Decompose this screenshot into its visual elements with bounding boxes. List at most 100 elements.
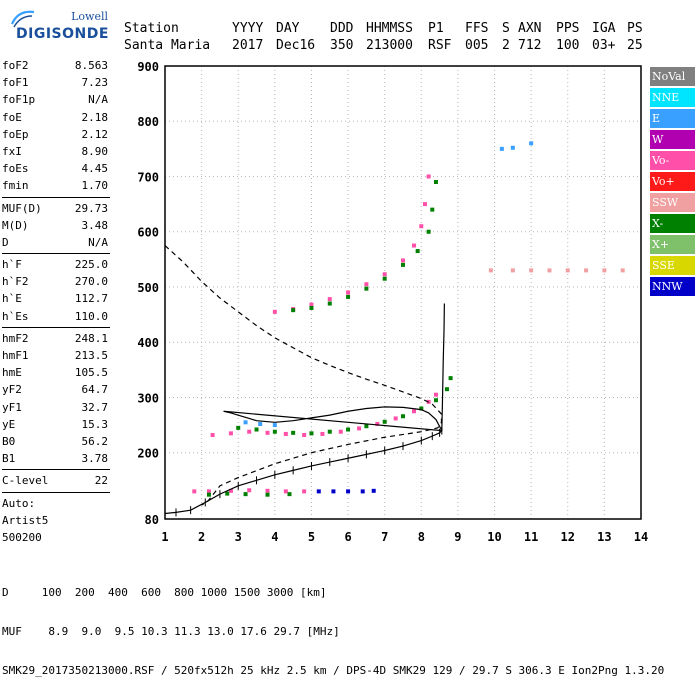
param-value: 3.78 bbox=[81, 452, 109, 466]
header-row2-col-7: 2 bbox=[502, 38, 510, 53]
echo-point-vo bbox=[338, 429, 343, 434]
echo-point-vo bbox=[247, 488, 252, 493]
header-row1-col-4: HHMMSS bbox=[366, 21, 413, 36]
echo-point-nnw bbox=[331, 489, 336, 494]
header-row2-col-11: 25 bbox=[627, 38, 643, 53]
scaled-parameters-panel: foF2 8.563 foF1 7.23 foF1p N/A foE 2.18 foEp 2.12… bbox=[2, 57, 110, 546]
autoscaling-info: 500200 bbox=[2, 530, 42, 544]
header-row2-col-10: 03+ bbox=[592, 38, 616, 53]
echo-point-e bbox=[529, 141, 534, 146]
param-row: foF2 8.563 bbox=[2, 57, 110, 74]
header-row1-col-2: DAY bbox=[276, 21, 300, 36]
param-row: hmF1 213.5 bbox=[2, 347, 110, 364]
echo-point-x bbox=[287, 492, 292, 497]
param-row: h`F2 270.0 bbox=[2, 273, 110, 290]
echo-point-e bbox=[510, 145, 515, 150]
param-row: C-level 22 bbox=[2, 472, 110, 489]
param-label: foF1 bbox=[2, 76, 29, 90]
header-row1-col-3: DDD bbox=[330, 21, 354, 36]
echo-point-ssw bbox=[488, 268, 493, 273]
param-value: 29.73 bbox=[74, 201, 108, 215]
params-separator bbox=[2, 491, 110, 493]
header-row2-col-8: 712 bbox=[518, 38, 542, 53]
echo-point-x bbox=[346, 427, 351, 432]
echo-point-nnw bbox=[360, 489, 365, 494]
echo-point-x bbox=[382, 419, 387, 424]
param-label: C-level bbox=[2, 474, 49, 488]
param-row: foE 2.18 bbox=[2, 109, 110, 126]
param-value: 112.7 bbox=[74, 292, 108, 306]
param-value: 8.90 bbox=[81, 144, 109, 158]
echo-point-x bbox=[327, 301, 332, 306]
echo-point-x bbox=[401, 414, 405, 419]
y-tick-label: 500 bbox=[137, 281, 159, 295]
x-tick-label: 2 bbox=[198, 530, 205, 544]
param-value: 213.5 bbox=[74, 349, 108, 362]
param-value: 110.0 bbox=[74, 309, 108, 323]
echo-point-vo bbox=[346, 290, 351, 295]
x-tick-label: 3 bbox=[235, 530, 242, 544]
param-label: B1 bbox=[2, 452, 16, 466]
echo-point-vo bbox=[401, 258, 405, 263]
echo-point-x bbox=[346, 294, 351, 299]
echo-point-ssw bbox=[620, 268, 625, 273]
param-value: 248.1 bbox=[74, 331, 108, 345]
echo-point-x bbox=[309, 431, 314, 436]
echo-point-vo bbox=[426, 174, 431, 179]
header-row1-col-5: P1 bbox=[428, 21, 444, 36]
echo-point-vo bbox=[265, 488, 270, 493]
footer-line: SMK29_2017350213000.RSF / 520fx512h 25 k… bbox=[2, 664, 665, 677]
header-row1-col-6: FFS bbox=[465, 21, 489, 36]
y-tick-label: 80 bbox=[145, 513, 159, 527]
param-row: MUF(D) 29.73 bbox=[2, 200, 110, 217]
logo-swoosh-icon bbox=[10, 10, 35, 28]
param-value: 3.48 bbox=[81, 218, 109, 232]
echo-point-nnw bbox=[346, 489, 351, 494]
echo-point-x bbox=[419, 406, 424, 411]
params-separator bbox=[2, 469, 110, 471]
echo-point-x bbox=[364, 424, 369, 429]
echo-point-vo bbox=[419, 224, 424, 229]
logo-line2: DIGISONDE bbox=[16, 26, 109, 42]
echo-point-x bbox=[225, 491, 230, 496]
param-value: N/A bbox=[88, 93, 108, 107]
param-value: 2.12 bbox=[81, 127, 109, 141]
param-row: foEs 4.45 bbox=[2, 160, 110, 177]
echo-point-x bbox=[254, 427, 259, 432]
header-row2-col-1: 2017 bbox=[232, 38, 264, 53]
echo-point-x bbox=[415, 249, 420, 254]
echo-point-x bbox=[272, 429, 277, 434]
echo-point-vo bbox=[247, 429, 252, 434]
density-profile-line bbox=[164, 245, 443, 506]
echo-point-x bbox=[291, 308, 296, 313]
param-value: 270.0 bbox=[74, 275, 108, 289]
x-tick-label: 4 bbox=[271, 530, 278, 544]
y-tick-label: 400 bbox=[137, 336, 159, 350]
echo-point-x bbox=[327, 429, 332, 434]
echo-point-vo bbox=[283, 431, 288, 436]
echo-point-e bbox=[272, 423, 277, 428]
param-row: B1 3.78 bbox=[2, 450, 110, 467]
param-label: foEs bbox=[2, 162, 29, 176]
param-row: yF1 32.7 bbox=[2, 399, 110, 416]
echo-point-vo bbox=[320, 431, 325, 436]
param-label: foEp bbox=[2, 127, 29, 141]
echo-point-vo bbox=[422, 202, 427, 207]
x-tick-label: 7 bbox=[381, 530, 388, 544]
param-label: D bbox=[2, 235, 9, 249]
echo-point-vo bbox=[228, 488, 233, 493]
echo-point-x bbox=[426, 229, 431, 234]
echo-point-ssw bbox=[547, 268, 552, 273]
param-value: 225.0 bbox=[74, 258, 108, 272]
echo-point-vo bbox=[210, 433, 215, 438]
param-row: foF1 7.23 bbox=[2, 74, 110, 91]
echo-point-vo bbox=[411, 243, 416, 248]
echo-point-x bbox=[382, 276, 387, 281]
echo-point-vo bbox=[228, 431, 233, 436]
legend-item: NNW bbox=[650, 277, 695, 296]
echo-point-nnw bbox=[371, 488, 376, 493]
param-label: hmF1 bbox=[2, 349, 29, 362]
param-value: 15.3 bbox=[81, 417, 109, 431]
param-row: hmF2 248.1 bbox=[2, 330, 110, 347]
param-row: fxI 8.90 bbox=[2, 143, 110, 160]
